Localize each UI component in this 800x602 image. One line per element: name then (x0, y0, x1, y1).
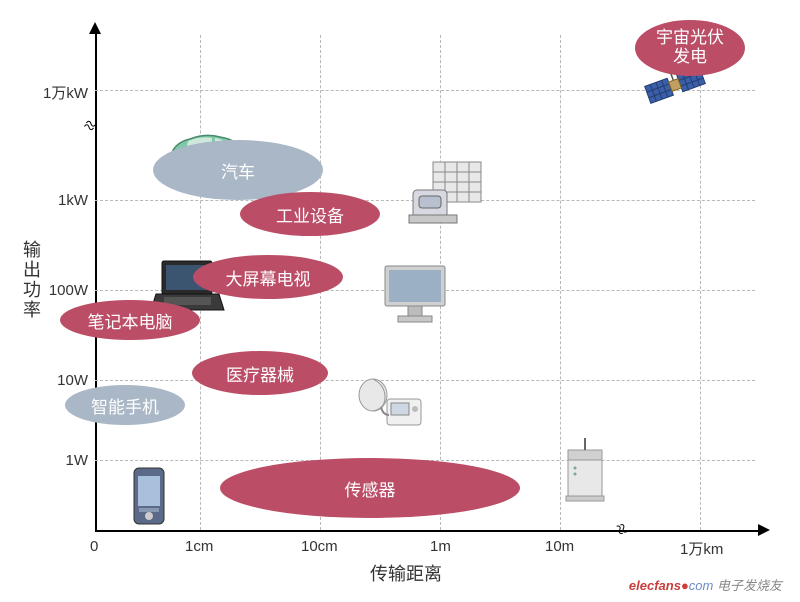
bubble-car: 汽车 (153, 140, 323, 200)
phone-icon (130, 466, 168, 526)
bubble-medical: 医疗器械 (192, 351, 328, 395)
y-tick: 100W (49, 282, 88, 299)
chart-root: ≈ ≈ 1W 10W 100W 1kW 1万kW 0 1cm 10cm 1m 1… (0, 0, 800, 602)
y-tick: 10W (57, 372, 88, 389)
machine-icon (405, 160, 485, 225)
y-axis-arrow (89, 22, 101, 34)
bubble-tv: 大屏幕电视 (193, 255, 343, 299)
router-icon (560, 438, 610, 503)
bubble-industrial: 工业设备 (240, 192, 380, 236)
x-axis-arrow (758, 524, 770, 536)
y-tick: 1万kW (43, 82, 88, 103)
x-tick: 0 (90, 538, 98, 555)
x-tick: 10cm (301, 538, 338, 555)
monitor-icon (380, 262, 450, 327)
y-axis-line (95, 30, 97, 530)
x-axis-label: 传输距离 (370, 560, 442, 586)
x-tick: 1万km (680, 538, 723, 559)
x-tick: 1m (430, 538, 451, 555)
bp-monitor-icon (355, 375, 425, 430)
x-axis-break: ≈ (608, 520, 633, 538)
y-tick: 1kW (58, 192, 88, 209)
x-axis-line (95, 530, 760, 532)
bubble-laptop: 笔记本电脑 (60, 300, 200, 340)
x-tick: 10m (545, 538, 574, 555)
bubble-sensor: 传感器 (220, 458, 520, 518)
y-axis-label: 输出功率 (18, 240, 44, 320)
x-tick: 1cm (185, 538, 213, 555)
watermark: elecfans●com 电子发烧友 (629, 575, 782, 594)
y-tick: 1W (66, 452, 89, 469)
grid-h (95, 380, 755, 381)
bubble-smartphone: 智能手机 (65, 385, 185, 425)
bubble-space-pv: 宇宙光伏发电 (635, 20, 745, 76)
